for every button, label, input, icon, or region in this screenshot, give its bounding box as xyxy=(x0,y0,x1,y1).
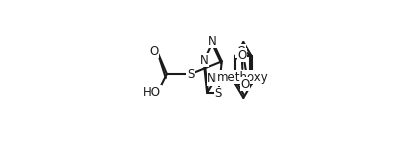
Text: O: O xyxy=(241,78,250,90)
Text: NH: NH xyxy=(207,72,225,85)
Text: N: N xyxy=(200,54,209,67)
Text: O: O xyxy=(236,44,245,58)
Text: S: S xyxy=(214,87,222,100)
Text: methoxy: methoxy xyxy=(217,70,269,83)
Text: N: N xyxy=(208,35,217,48)
Text: O: O xyxy=(237,49,247,61)
Text: HO: HO xyxy=(143,85,161,99)
Text: O: O xyxy=(149,44,158,58)
Text: S: S xyxy=(187,67,194,81)
